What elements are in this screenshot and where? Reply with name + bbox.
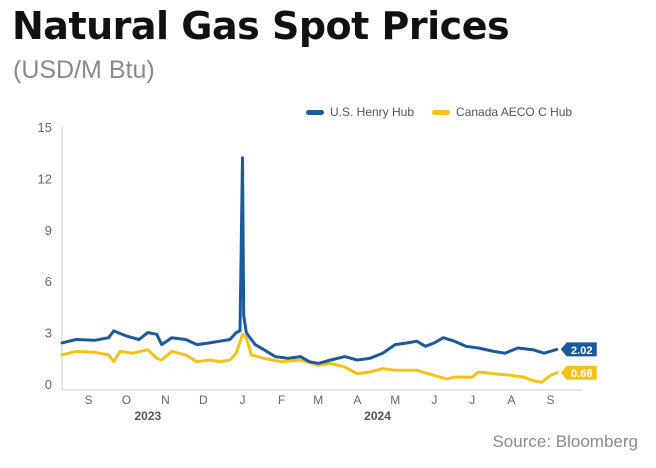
end-label-aeco: 0.66 xyxy=(571,368,592,380)
end-label-henry-hub: 2.02 xyxy=(571,345,592,357)
y-tick-label: 6 xyxy=(45,274,52,289)
x-tick-label: O xyxy=(122,393,131,407)
x-tick-label: J xyxy=(239,393,245,407)
end-label-tag-henry-hub xyxy=(560,342,597,357)
x-tick-label: M xyxy=(313,393,323,407)
chart-legend: U.S. Henry Hub Canada AECO C Hub xyxy=(306,105,590,119)
x-tick-label: D xyxy=(199,393,208,407)
x-year-label: 2024 xyxy=(364,409,391,423)
chart-subtitle: (USD/M Btu) xyxy=(13,56,155,84)
x-tick-label: F xyxy=(278,393,285,407)
x-tick-label: S xyxy=(84,393,92,407)
y-tick-label: 15 xyxy=(38,120,52,135)
end-label-tag-aeco xyxy=(560,365,597,380)
y-tick-label: 0 xyxy=(45,377,52,392)
x-tick-label: A xyxy=(507,393,515,407)
legend-label-henry-hub: U.S. Henry Hub xyxy=(330,105,415,119)
x-tick-label: J xyxy=(469,393,475,407)
y-tick-label: 12 xyxy=(38,171,52,186)
legend-swatch-aeco xyxy=(432,109,451,115)
y-tick-label: 9 xyxy=(45,223,52,238)
legend-item-henry-hub: U.S. Henry Hub xyxy=(306,105,414,119)
y-tick-label: 3 xyxy=(45,326,52,341)
x-tick-label: N xyxy=(161,393,170,407)
legend-item-aeco: Canada AECO C Hub xyxy=(432,105,572,119)
legend-swatch-henry-hub xyxy=(306,109,324,115)
series-line-henry-hub xyxy=(60,156,559,365)
legend-label-aeco: Canada AECO C Hub xyxy=(456,105,573,119)
source-note: Source: Bloomberg xyxy=(492,432,638,451)
x-year-label: 2023 xyxy=(134,409,161,423)
x-tick-label: S xyxy=(546,393,554,407)
x-tick-label: A xyxy=(353,393,361,407)
series-line-aeco xyxy=(60,332,559,384)
chart-title: Natural Gas Spot Prices xyxy=(12,4,510,48)
x-tick-label: J xyxy=(431,393,437,407)
x-tick-label: M xyxy=(390,393,400,407)
